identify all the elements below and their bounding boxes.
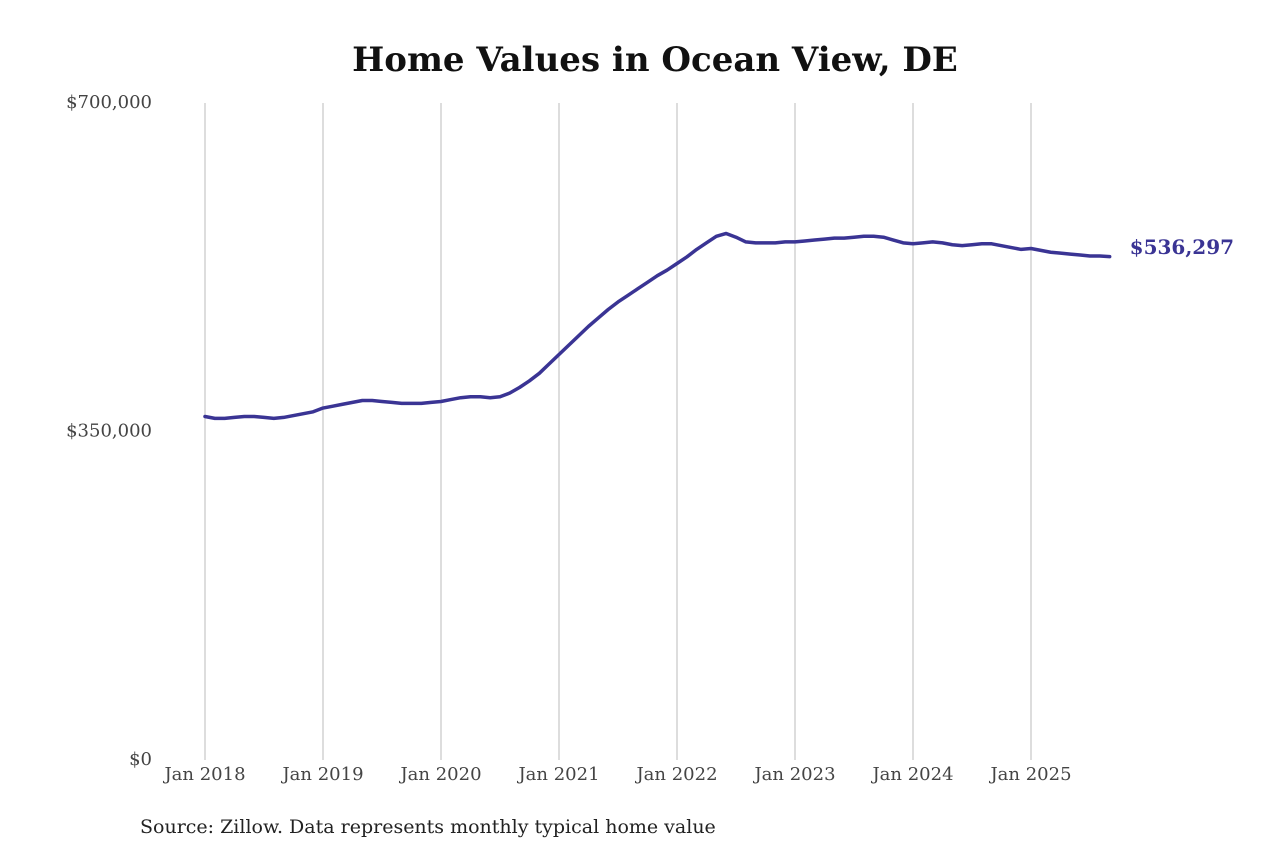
x-tick-label: Jan 2019 [280, 764, 363, 785]
x-tick-label: Jan 2023 [752, 764, 835, 785]
source-note: Source: Zillow. Data represents monthly … [140, 816, 716, 838]
x-tick-label: Jan 2018 [162, 764, 245, 785]
series-line [203, 231, 1112, 421]
x-tick-label: Jan 2022 [634, 764, 717, 785]
y-tick-label: $700,000 [66, 92, 152, 113]
x-tick-label: Jan 2021 [516, 764, 599, 785]
chart-title: Home Values in Ocean View, DE [352, 40, 958, 80]
x-tick-label: Jan 2024 [870, 764, 953, 785]
y-tick-label: $0 [129, 749, 152, 770]
y-tick-label: $350,000 [66, 421, 152, 442]
x-tick-label: Jan 2020 [398, 764, 481, 785]
x-tick-label: Jan 2025 [988, 764, 1071, 785]
value-label: $536,297 [1130, 235, 1234, 259]
